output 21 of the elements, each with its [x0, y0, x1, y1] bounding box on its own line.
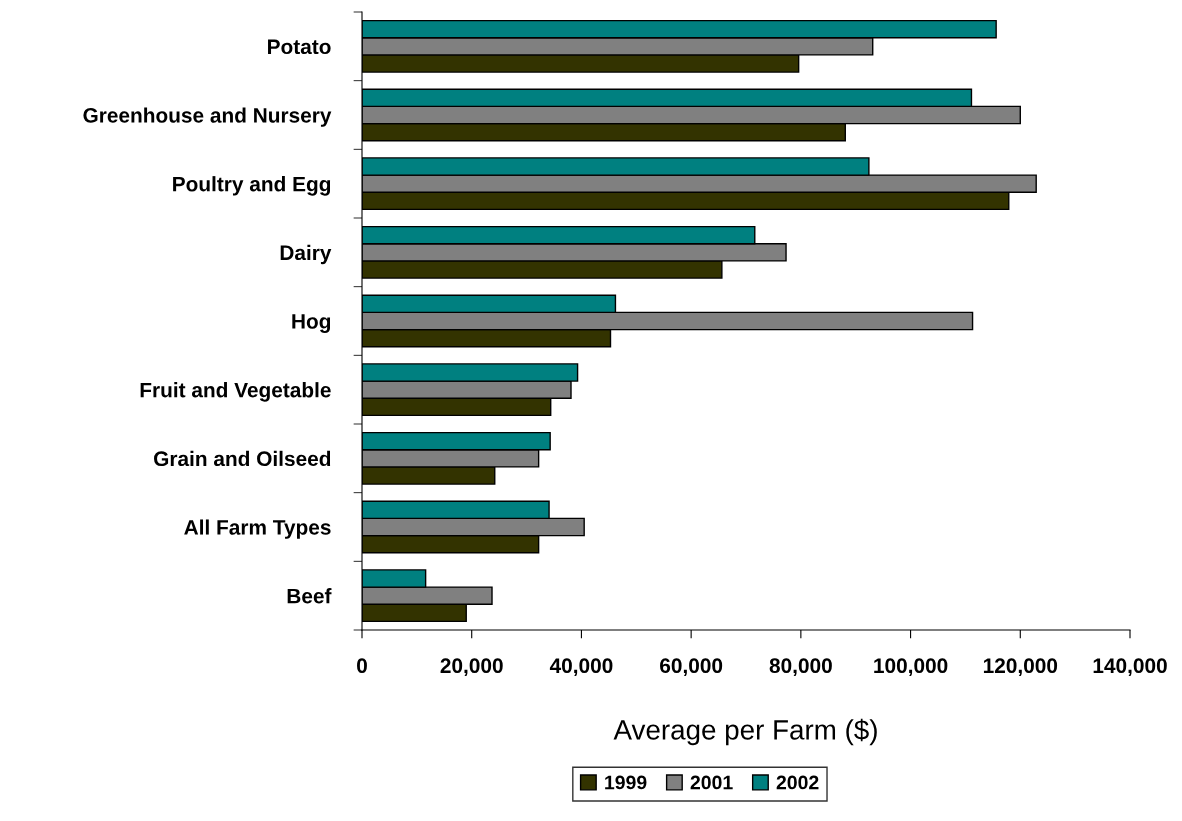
x-axis-title: Average per Farm ($)	[613, 718, 877, 746]
x-tick-label: 60,000	[660, 658, 723, 677]
y-tick-label: Greenhouse and Nursery	[83, 107, 332, 127]
y-tick-label: Potato	[268, 39, 331, 55]
y-tick-label: Beef	[287, 588, 332, 604]
x-tick-label: 20,000	[440, 658, 503, 677]
y-tick-label: Grain and Oilseed	[154, 450, 331, 467]
y-tick-label: All Farm Types	[184, 519, 331, 539]
y-tick-label: Fruit and Vegetable	[140, 382, 331, 402]
y-tick-label: Dairy	[280, 244, 332, 265]
legend-label: 2001	[690, 775, 733, 790]
y-tick-label: Poultry and Egg	[173, 176, 331, 196]
x-tick-label: 0	[357, 658, 367, 674]
legend-label: 1999	[605, 775, 647, 790]
x-tick-label: 80,000	[769, 658, 832, 677]
x-tick-label: 120,000	[983, 658, 1058, 677]
y-tick-label: Hog	[292, 314, 331, 333]
x-tick-label: 100,000	[874, 658, 948, 677]
x-tick-label: 40,000	[549, 658, 613, 677]
legend-label: 2002	[776, 775, 819, 790]
x-tick-label: 140,000	[1093, 658, 1167, 677]
